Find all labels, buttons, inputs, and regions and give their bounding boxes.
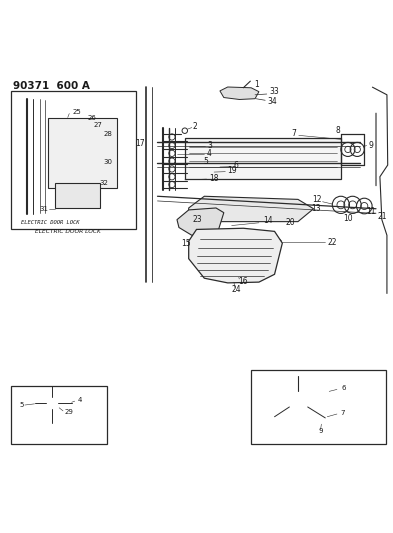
Text: 25: 25 (72, 109, 81, 115)
Circle shape (288, 391, 308, 411)
Text: 19: 19 (227, 166, 237, 175)
Circle shape (46, 397, 59, 409)
Text: 13: 13 (312, 204, 321, 213)
Text: 22: 22 (327, 238, 337, 247)
Text: 7: 7 (341, 410, 345, 416)
Text: 28: 28 (104, 131, 112, 137)
Text: 26: 26 (87, 115, 96, 121)
Text: 17: 17 (135, 139, 145, 148)
Text: 31: 31 (39, 206, 48, 212)
Text: 30: 30 (104, 159, 113, 165)
Bar (185, 138, 341, 179)
Text: ELECTRIC DOOR LOCK: ELECTRIC DOOR LOCK (35, 229, 101, 235)
Text: 20: 20 (285, 219, 295, 227)
Bar (251, 370, 386, 444)
Text: 9: 9 (318, 428, 323, 434)
Text: 27: 27 (93, 122, 102, 128)
Text: 34: 34 (268, 96, 277, 106)
Text: 9: 9 (368, 141, 373, 150)
Polygon shape (189, 228, 282, 283)
Polygon shape (306, 387, 329, 426)
Text: 15: 15 (181, 239, 190, 248)
Text: 11: 11 (366, 207, 376, 216)
Bar (55, 183, 100, 208)
Text: 6: 6 (342, 385, 346, 391)
Text: 23: 23 (193, 215, 202, 224)
Circle shape (54, 132, 73, 151)
Text: 1: 1 (255, 80, 259, 89)
Text: 29: 29 (64, 409, 73, 415)
Text: 7: 7 (292, 130, 296, 139)
Text: 24: 24 (231, 285, 241, 294)
Text: ELECTRIC DOOR LOCK: ELECTRIC DOOR LOCK (21, 220, 79, 225)
Bar (11, 91, 136, 229)
Text: 33: 33 (270, 87, 279, 96)
Text: 18: 18 (209, 174, 219, 183)
Text: 8: 8 (335, 126, 340, 135)
Text: 21: 21 (378, 212, 387, 221)
Text: 12: 12 (312, 195, 321, 204)
Text: 5: 5 (204, 157, 208, 166)
Polygon shape (189, 196, 314, 222)
Text: 5: 5 (20, 402, 24, 408)
Polygon shape (177, 208, 224, 235)
Text: 3: 3 (207, 141, 212, 150)
Text: 2: 2 (193, 122, 197, 131)
Text: 10: 10 (343, 214, 353, 223)
Text: 6: 6 (234, 161, 239, 171)
Bar (11, 385, 107, 444)
Bar (48, 118, 116, 189)
Text: 32: 32 (100, 180, 108, 186)
Text: 4: 4 (207, 149, 212, 158)
Text: 16: 16 (239, 277, 248, 286)
Text: 4: 4 (77, 397, 82, 403)
Polygon shape (220, 87, 259, 100)
Text: 90371  600 A: 90371 600 A (13, 81, 90, 91)
Text: 14: 14 (263, 216, 273, 225)
